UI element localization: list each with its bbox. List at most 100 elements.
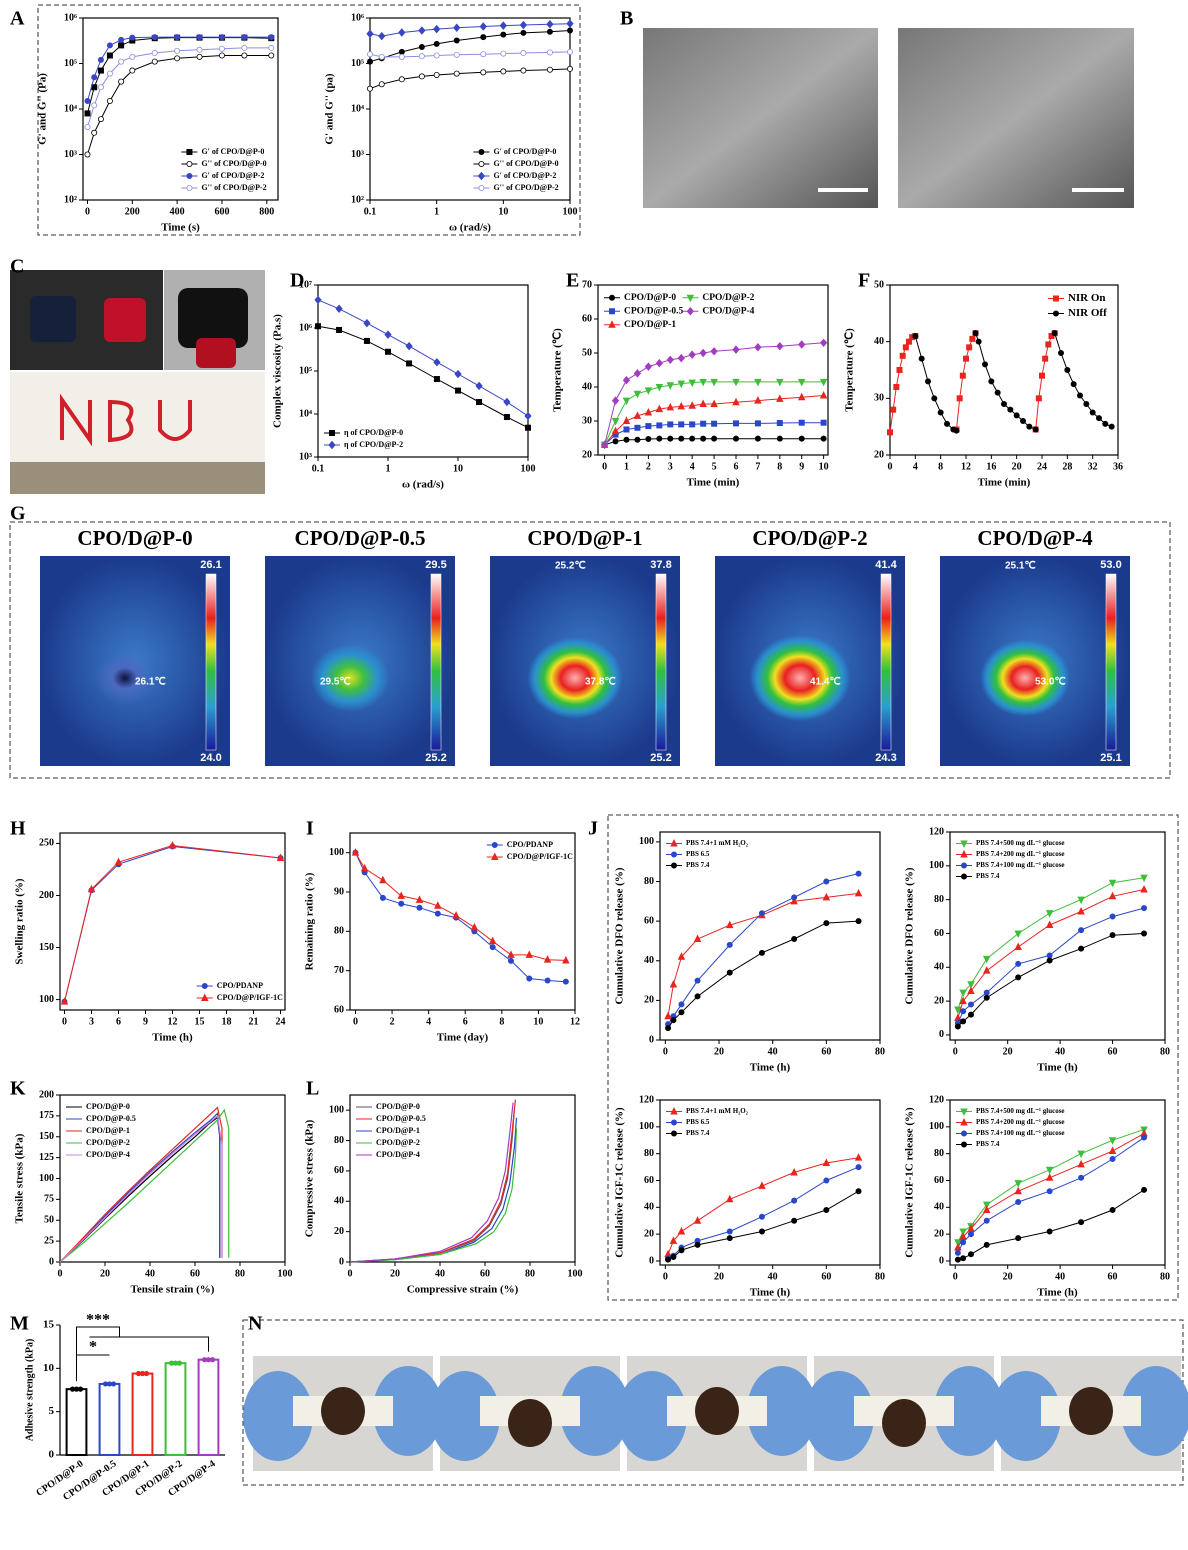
marker	[406, 360, 413, 367]
y-tick-label: 100	[929, 860, 944, 871]
significance: *	[89, 1339, 97, 1356]
x-tick-label: 40	[1055, 1046, 1065, 1057]
marker	[622, 416, 631, 425]
marker	[520, 50, 527, 57]
x-axis-label: Time (h)	[1037, 1287, 1078, 1299]
marker	[963, 355, 970, 362]
y-tick-label: 80	[644, 1148, 654, 1159]
x-tick-label: 600	[214, 206, 229, 217]
marker	[1109, 932, 1116, 939]
marker	[726, 969, 733, 976]
gel-strands	[60, 393, 192, 447]
marker	[634, 436, 641, 443]
marker	[1141, 905, 1148, 912]
legend-marker	[186, 172, 193, 179]
legend-label: CPO/D@P/IGF-1C	[217, 993, 283, 1002]
y-tick-label: 20	[934, 995, 944, 1006]
x-tick-label: 24	[276, 1016, 286, 1027]
marker	[954, 1006, 962, 1015]
color-bar-max: 26.1	[200, 559, 221, 571]
y-tick-label: 80	[934, 1148, 944, 1159]
marker	[507, 957, 514, 964]
corner-temperature: 25.1℃	[1005, 561, 1036, 572]
x-tick-label: 100	[521, 463, 536, 474]
series-line	[957, 1137, 1145, 1254]
series-line	[349, 1110, 515, 1263]
marker	[711, 420, 718, 427]
marker	[819, 378, 828, 387]
y-axis-label: G' and G'' (Pa)	[37, 73, 49, 145]
chart: 10² 10³ 10⁴ 10⁵ 10⁶ G' and G'' (Pa) 0 200 400 600…	[37, 12, 279, 234]
marker	[982, 1201, 991, 1210]
x-tick-label: 8	[938, 461, 943, 472]
x-tick-label: 20	[100, 1268, 110, 1279]
marker	[689, 435, 696, 442]
marker	[819, 391, 828, 399]
marker	[384, 348, 391, 355]
marker	[1083, 400, 1090, 407]
data-dot	[77, 1386, 84, 1392]
marker	[1078, 927, 1085, 934]
x-tick-label: 20	[1012, 461, 1022, 472]
legend-label: PBS 7.4+200 mg dL⁻¹ glucose	[976, 1118, 1065, 1126]
marker	[363, 337, 370, 344]
marker	[906, 338, 913, 345]
x-tick-label: 4	[913, 461, 918, 472]
panel-letter: N	[248, 1313, 263, 1335]
legend-label: CPO/D@P-0	[376, 1102, 420, 1111]
y-tick-label: 60	[644, 1175, 654, 1186]
series-line	[349, 1117, 518, 1263]
marker	[1046, 1188, 1053, 1195]
marker	[699, 399, 707, 408]
legend-marker	[671, 862, 678, 869]
corner-temperature: 25.2℃	[555, 561, 586, 572]
marker	[956, 395, 963, 402]
x-tick-label: 10	[453, 463, 463, 474]
x-tick-label: 200	[125, 206, 140, 217]
marker	[611, 426, 620, 435]
marker	[855, 918, 862, 925]
legend-label: PBS 6.5	[686, 1118, 710, 1126]
marker	[975, 338, 982, 345]
marker	[790, 896, 798, 905]
legend-label: G' of CPO/D@P-0	[493, 147, 556, 156]
panel-letter: A	[10, 8, 25, 30]
y-tick-label: 250	[39, 838, 54, 849]
marker	[776, 394, 784, 402]
legend-marker	[671, 1119, 678, 1126]
marker	[667, 435, 674, 442]
series-line	[914, 333, 1112, 432]
x-tick-label: 1	[434, 206, 439, 217]
marker	[959, 996, 967, 1005]
series-line	[317, 299, 529, 417]
y-tick-label: 120	[639, 1094, 654, 1105]
marker	[656, 422, 663, 429]
legend-label: η of CPO/D@P-2	[344, 440, 403, 449]
bracket	[89, 1336, 209, 1352]
y-tick-label: 5	[49, 1405, 55, 1417]
marker	[500, 68, 507, 75]
marker	[87, 884, 96, 893]
marker	[983, 994, 990, 1001]
marker	[151, 34, 158, 41]
y-tick-label: 100	[39, 994, 54, 1005]
y-tick-label: 30	[582, 415, 592, 426]
y-tick-label: 10⁶	[351, 12, 364, 23]
marker	[983, 1241, 990, 1248]
marker	[655, 404, 664, 413]
marker	[822, 1158, 831, 1167]
data-dot	[201, 1357, 208, 1363]
marker	[475, 381, 483, 391]
glove	[1121, 1366, 1188, 1456]
hot-spot	[527, 637, 623, 719]
legend-label: PBS 7.4+100 mg dL⁻¹ glucose	[976, 1129, 1065, 1137]
marker	[959, 989, 967, 998]
data-dot	[205, 1357, 212, 1363]
marker	[562, 978, 569, 985]
y-axis-label: Cumulative DFO release (%)	[614, 867, 626, 1004]
marker	[480, 69, 487, 76]
legend-label: PBS 7.4+1 mM H₂O₂	[686, 1107, 748, 1115]
marker	[567, 65, 574, 72]
x-tick-label: 24	[1037, 461, 1047, 472]
marker	[1046, 1228, 1053, 1235]
